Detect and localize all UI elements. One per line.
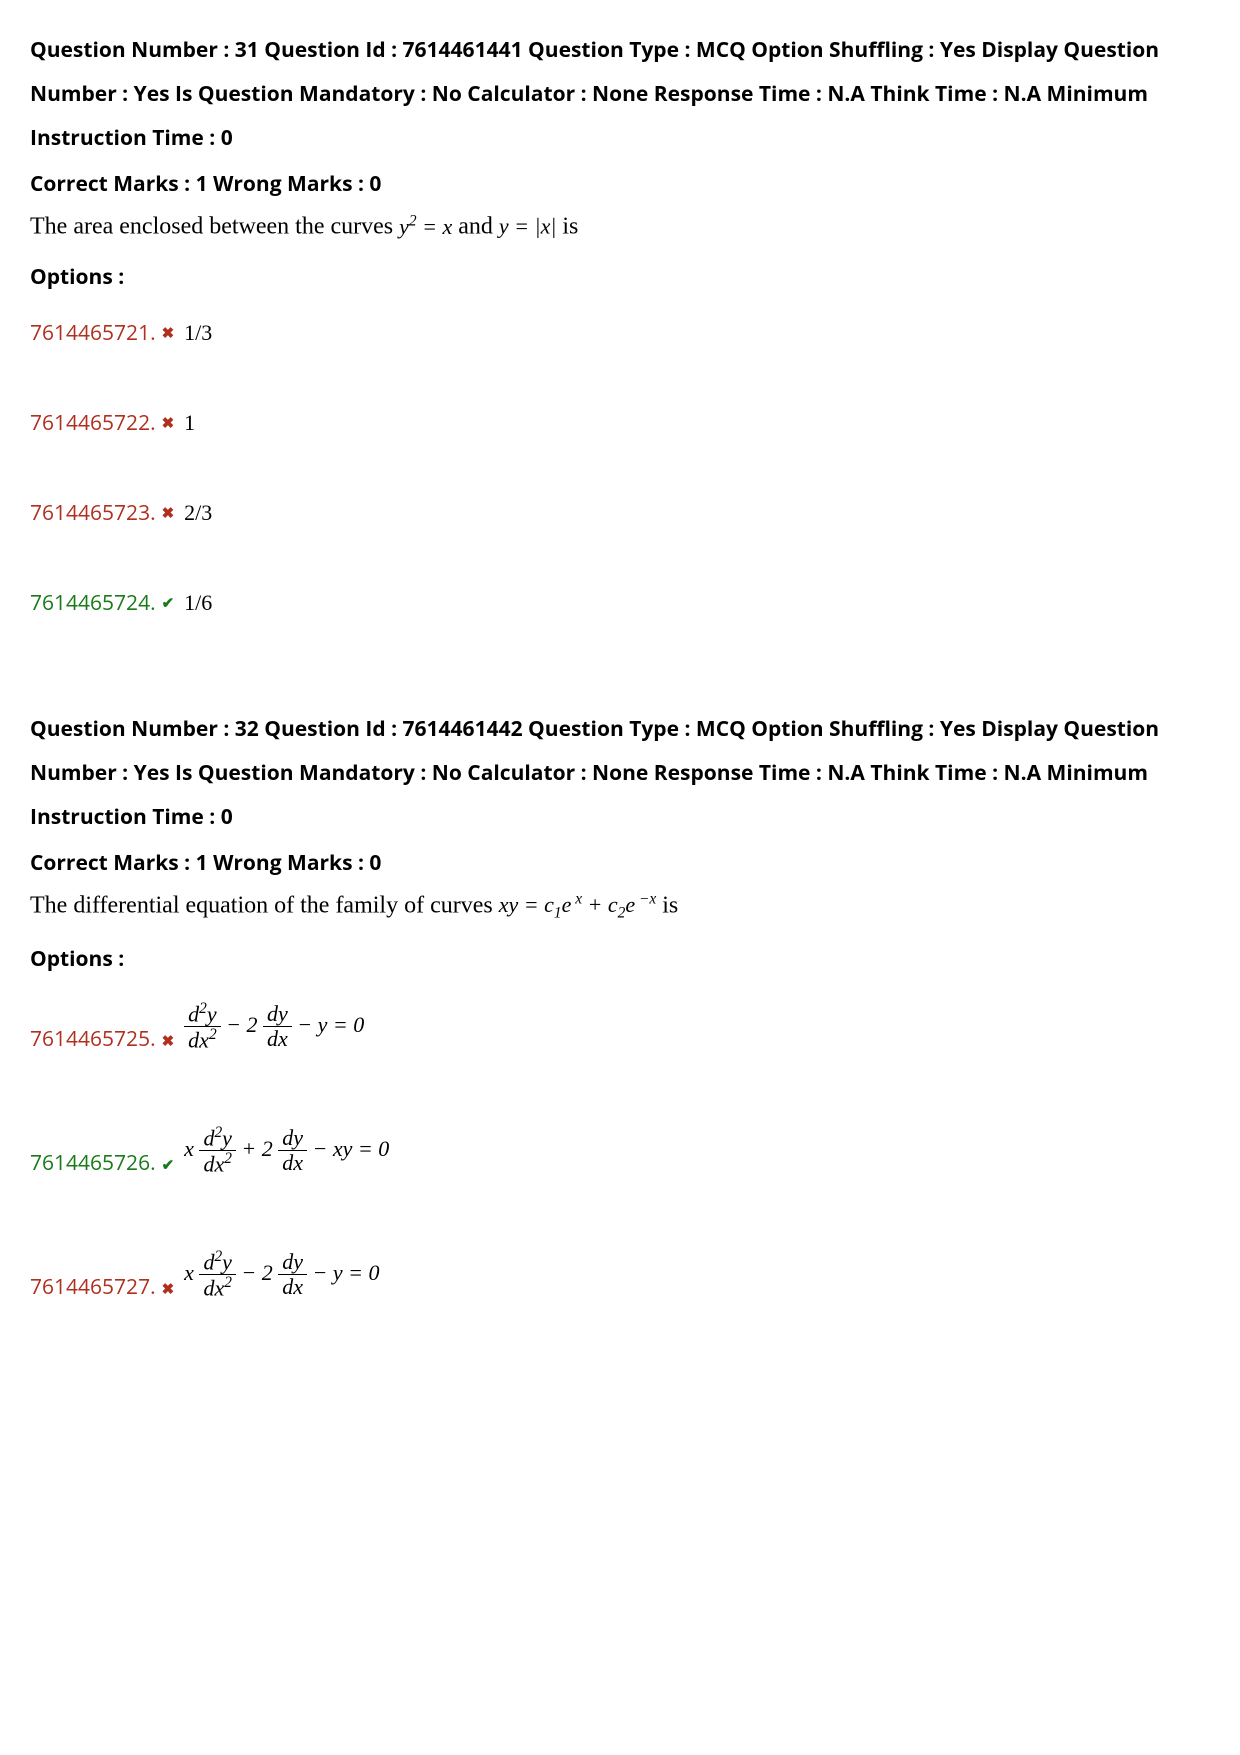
option-row: 7614465722. ✖ 1 xyxy=(30,409,1210,437)
correct-icon: ✔ xyxy=(162,593,175,613)
marks-line: Correct Marks : 1 Wrong Marks : 0 xyxy=(30,849,1210,877)
question-prefix: The area enclosed between the curves xyxy=(30,214,399,240)
option-id: 7614465724. xyxy=(30,589,156,617)
wrong-icon: ✖ xyxy=(162,323,175,343)
option-id: 7614465721. xyxy=(30,319,156,347)
option-id: 7614465725. xyxy=(30,1025,156,1053)
math-expression: y2 = x xyxy=(399,214,452,239)
option-row: 7614465727. ✖ x d2ydx2 − 2 dydx − y = 0 xyxy=(30,1249,1210,1301)
math-expression: xy = c1e x + c2e −x xyxy=(499,892,656,917)
wrong-icon: ✖ xyxy=(162,503,175,523)
question-block: Question Number : 32 Question Id : 76144… xyxy=(30,707,1210,1301)
option-row: 7614465725. ✖ d2ydx2 − 2 dydx − y = 0 xyxy=(30,1001,1210,1053)
option-content: x d2ydx2 + 2 dydx − xy = 0 xyxy=(184,1125,389,1177)
question-block: Question Number : 31 Question Id : 76144… xyxy=(30,28,1210,617)
options-label: Options : xyxy=(30,945,1210,973)
marks-line: Correct Marks : 1 Wrong Marks : 0 xyxy=(30,170,1210,198)
question-meta-header: Question Number : 31 Question Id : 76144… xyxy=(30,28,1210,160)
option-content: 2/3 xyxy=(184,500,212,526)
option-row: 7614465724. ✔ 1/6 xyxy=(30,589,1210,617)
correct-icon: ✔ xyxy=(162,1155,175,1175)
math-expression: y = |x| xyxy=(499,214,557,239)
option-content: 1/6 xyxy=(184,590,212,616)
option-content: 1 xyxy=(184,410,195,436)
option-row: 7614465723. ✖ 2/3 xyxy=(30,499,1210,527)
option-content: 1/3 xyxy=(184,320,212,346)
options-label: Options : xyxy=(30,263,1210,291)
option-id: 7614465723. xyxy=(30,499,156,527)
question-suffix: is xyxy=(556,214,578,240)
option-id: 7614465722. xyxy=(30,409,156,437)
option-content: x d2ydx2 − 2 dydx − y = 0 xyxy=(184,1249,379,1301)
option-id: 7614465727. xyxy=(30,1273,156,1301)
option-row: 7614465721. ✖ 1/3 xyxy=(30,319,1210,347)
wrong-icon: ✖ xyxy=(162,413,175,433)
question-suffix: is xyxy=(656,892,678,918)
question-text: The area enclosed between the curves y2 … xyxy=(30,212,1210,240)
option-row: 7614465726. ✔ x d2ydx2 + 2 dydx − xy = 0 xyxy=(30,1125,1210,1177)
question-text: The differential equation of the family … xyxy=(30,891,1210,923)
wrong-icon: ✖ xyxy=(162,1031,175,1051)
option-id: 7614465726. xyxy=(30,1149,156,1177)
question-meta-header: Question Number : 32 Question Id : 76144… xyxy=(30,707,1210,839)
option-content: d2ydx2 − 2 dydx − y = 0 xyxy=(184,1001,364,1053)
wrong-icon: ✖ xyxy=(162,1279,175,1299)
question-prefix: The differential equation of the family … xyxy=(30,892,499,918)
